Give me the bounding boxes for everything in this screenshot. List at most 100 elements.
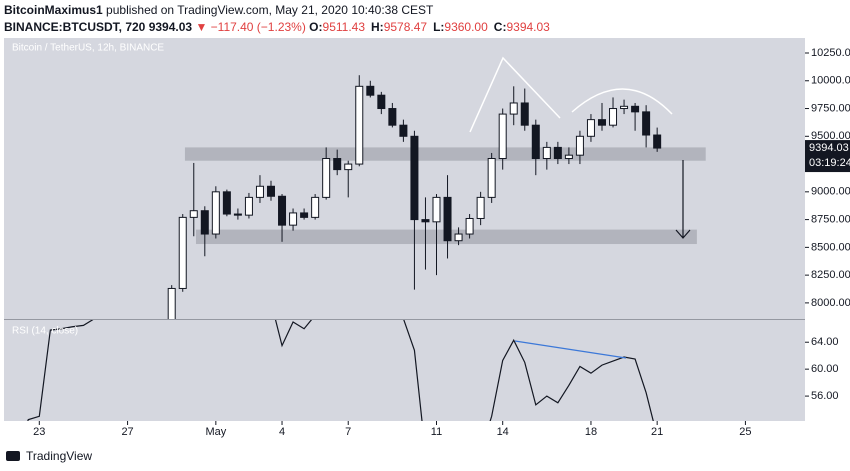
candle-body — [553, 146, 562, 160]
candle-body — [476, 196, 485, 219]
candle-body — [487, 158, 496, 198]
ohlc-value: 9511.43 — [322, 20, 366, 34]
x-tick-label: 4 — [279, 426, 285, 438]
x-tick-label: 23 — [33, 426, 45, 438]
price-pane-title: Bitcoin / TetherUS, 12h, BINANCE — [12, 43, 164, 54]
y-tick-label: 8000.00 — [811, 297, 850, 309]
y-tick-label: 64.00 — [811, 336, 839, 348]
arc-drawing — [571, 88, 673, 115]
candle-body — [344, 163, 353, 171]
published: published on TradingView.com, May 21, 20… — [106, 3, 434, 17]
candle-body — [167, 287, 176, 319]
countdown-label: 03:19:24 — [809, 157, 850, 169]
candle-body — [399, 124, 408, 137]
candle-body — [653, 134, 662, 149]
ohlc: O:9511.43 H:9578.47 L:9360.00 C:9394.03 — [309, 20, 556, 34]
y-tick-label: 60.00 — [811, 363, 839, 375]
candle-body — [542, 146, 551, 160]
x-tick-label: 21 — [651, 426, 663, 438]
candle-body — [267, 185, 275, 197]
candle-body — [531, 124, 540, 160]
candle-body — [631, 105, 640, 113]
candle-body — [255, 185, 264, 198]
rsi-pane-title: RSI (14, close) — [12, 326, 78, 337]
candle-body — [410, 135, 419, 221]
candle-body — [432, 196, 441, 223]
head-drawing — [469, 56, 561, 133]
candle-body — [377, 94, 386, 110]
change: ▼ −117.40 (−1.23%) — [195, 20, 306, 34]
candle-body — [443, 196, 452, 242]
candle-body — [178, 216, 187, 289]
ohlc-value: 9394.03 — [506, 20, 550, 34]
y-tick-label: 8750.00 — [811, 214, 850, 226]
down-arrow — [675, 160, 691, 239]
header-line-1: BitcoinMaximus1 published on TradingView… — [4, 2, 556, 19]
y-tick-label: 9000.00 — [811, 186, 850, 198]
candle-body — [564, 154, 573, 160]
divergence-line — [514, 340, 627, 359]
y-tick-label: 8500.00 — [811, 241, 850, 253]
author: BitcoinMaximus1 — [4, 3, 103, 17]
candle-body — [244, 196, 253, 216]
x-tick-label: 11 — [431, 426, 442, 438]
candle-body — [454, 233, 463, 242]
candle-body — [211, 191, 220, 235]
plot-background — [4, 38, 805, 421]
footer: TradingView — [26, 449, 92, 463]
y-tick-label: 10250.00 — [811, 47, 850, 59]
price: 9394.03 — [148, 20, 193, 34]
x-tick-label: 25 — [739, 426, 751, 438]
ohlc-key: L: — [433, 20, 445, 34]
candle-body — [642, 111, 651, 136]
last-price-box — [805, 140, 850, 173]
candle-body — [509, 102, 518, 115]
candle-body — [200, 210, 209, 235]
price-pane — [167, 56, 706, 319]
candle-body — [586, 119, 595, 137]
ohlc-key: H: — [371, 20, 384, 34]
candle-body — [498, 113, 507, 160]
ohlc-key: O: — [309, 20, 323, 34]
candle-body — [575, 135, 584, 156]
candle-body — [189, 210, 198, 218]
candle-body — [278, 195, 287, 226]
candle-body — [311, 196, 320, 218]
candle-body — [300, 212, 309, 218]
y-tick-label: 10000.00 — [811, 75, 850, 87]
x-tick-label: May — [205, 426, 226, 438]
y-tick-label: 8250.00 — [811, 269, 850, 281]
header-line-2: BINANCE:BTCUSDT, 720 9394.03 ▼ −117.40 (… — [4, 19, 556, 36]
candle-body — [388, 108, 397, 126]
last-price-label: 9394.03 — [809, 142, 849, 154]
ohlc-key: C: — [493, 20, 507, 34]
candle-body — [333, 158, 342, 171]
candle-body — [233, 213, 242, 216]
symbol: BINANCE:BTCUSDT, 720 — [4, 20, 146, 34]
y-tick-label: 9500.00 — [811, 130, 850, 142]
y-tick-label: 56.00 — [811, 390, 839, 402]
candle-body — [421, 219, 430, 223]
footer-logo: TradingView — [6, 449, 92, 463]
x-tick-label: 14 — [497, 426, 509, 438]
x-tick-label: 18 — [585, 426, 597, 438]
candle-body — [465, 217, 474, 235]
candle-body — [222, 191, 231, 215]
candle-body — [322, 158, 331, 198]
candle-body — [597, 119, 606, 126]
candle-body — [366, 85, 375, 96]
support-zone — [184, 147, 706, 161]
candle-body — [609, 108, 618, 126]
y-tick-label: 9750.00 — [811, 102, 850, 114]
rsi-line — [27, 320, 654, 421]
x-tick-label: 7 — [345, 426, 351, 438]
candle-body — [520, 102, 529, 126]
x-tick-label: 27 — [121, 426, 133, 438]
candle-body — [355, 85, 364, 165]
axes: 8000.008250.008500.008750.009000.009250.… — [33, 47, 850, 438]
rsi-pane — [27, 320, 654, 421]
ohlc-value: 9360.00 — [444, 20, 488, 34]
ohlc-value: 9578.47 — [383, 20, 428, 34]
